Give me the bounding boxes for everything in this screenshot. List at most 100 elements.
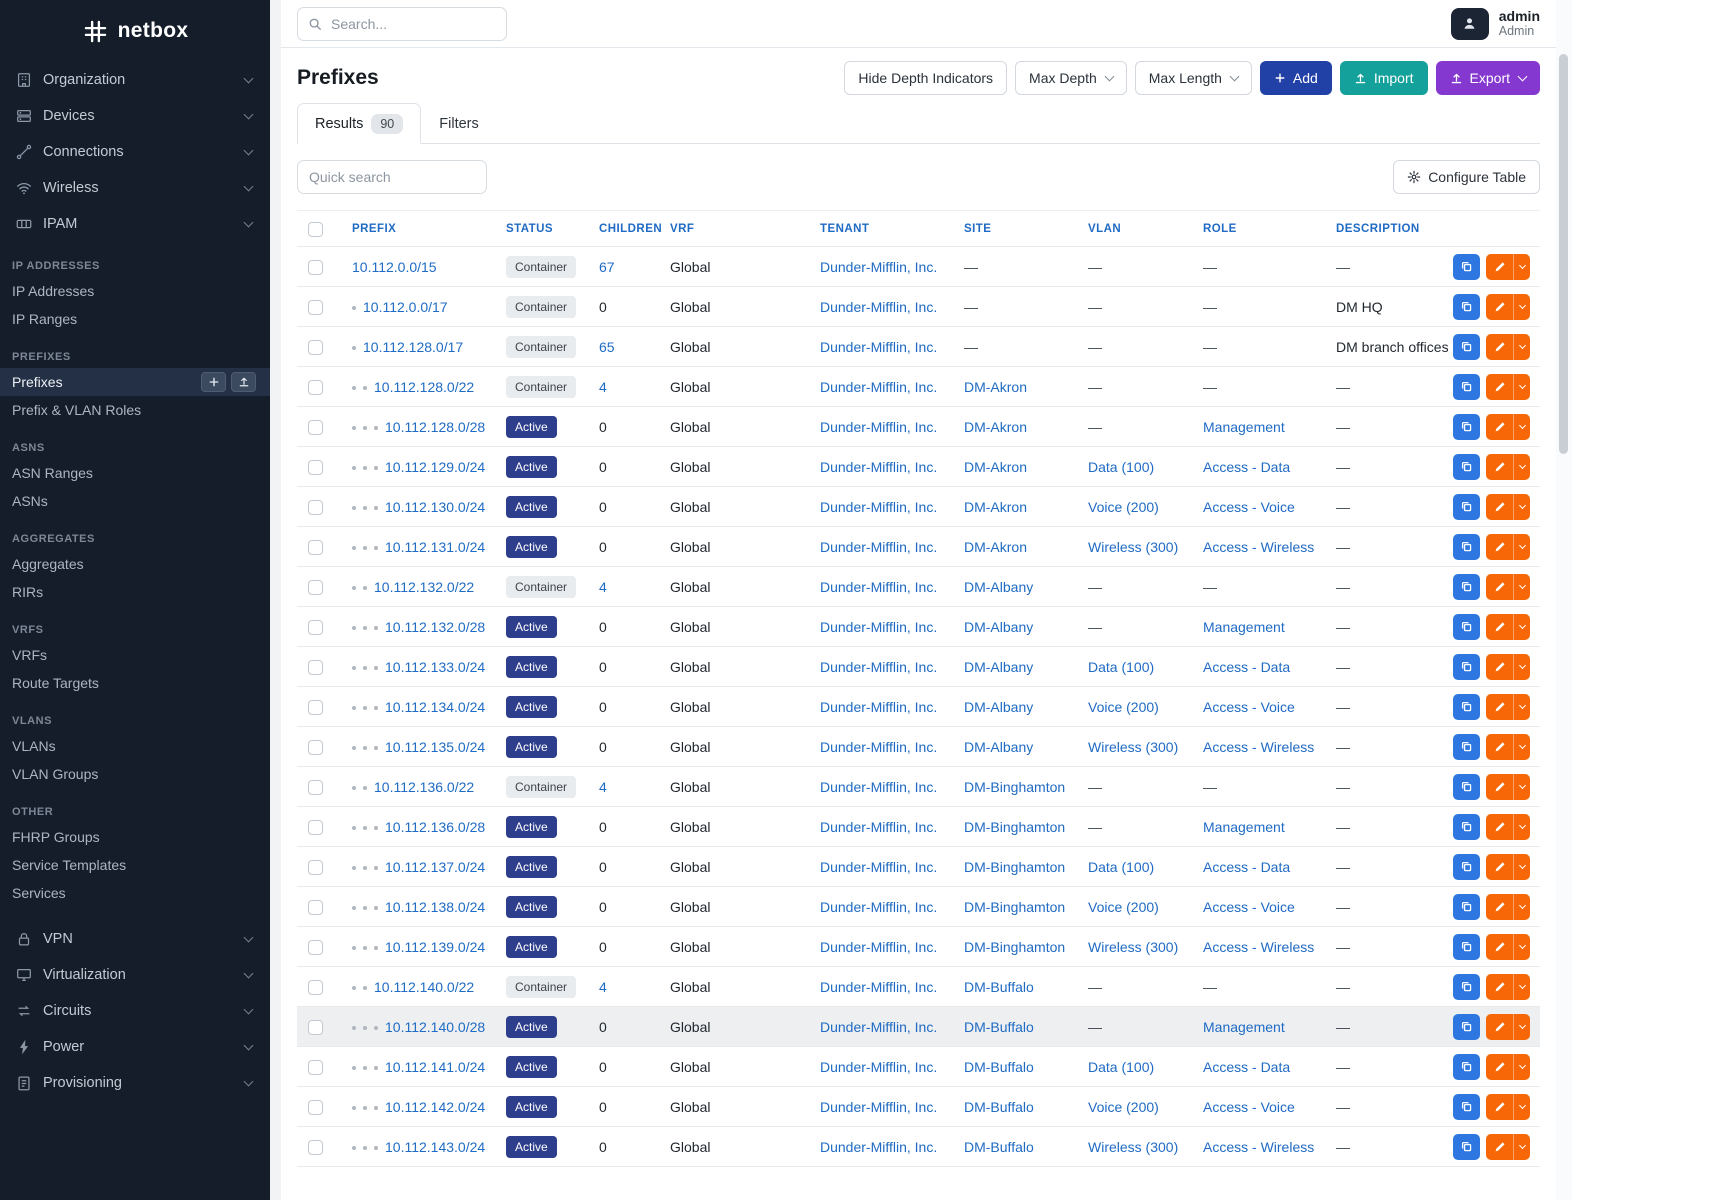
edit-button[interactable] xyxy=(1486,1093,1513,1120)
quick-search-input[interactable] xyxy=(297,160,487,194)
column-header-role[interactable]: ROLE xyxy=(1203,222,1237,235)
prefix-link[interactable]: 10.112.137.0/24 xyxy=(385,858,486,875)
tenant-link[interactable]: Dunder-Mifflin, Inc. xyxy=(820,698,938,715)
row-checkbox[interactable] xyxy=(308,859,323,875)
edit-dropdown-toggle[interactable] xyxy=(1513,973,1530,1000)
prefix-link[interactable]: 10.112.140.0/22 xyxy=(374,978,475,995)
site-link[interactable]: DM-Akron xyxy=(964,458,1028,475)
sidebar-item-aggregates[interactable]: Aggregates xyxy=(12,556,84,572)
copy-button[interactable] xyxy=(1453,973,1480,1000)
tenant-link[interactable]: Dunder-Mifflin, Inc. xyxy=(820,778,938,795)
prefix-link[interactable]: 10.112.132.0/28 xyxy=(385,618,486,635)
row-checkbox[interactable] xyxy=(308,459,323,475)
vlan-link[interactable]: Voice (200) xyxy=(1088,498,1159,515)
edit-button[interactable] xyxy=(1486,1013,1513,1040)
edit-button[interactable] xyxy=(1486,813,1513,840)
copy-button[interactable] xyxy=(1453,653,1480,680)
edit-button[interactable] xyxy=(1486,373,1513,400)
prefix-link[interactable]: 10.112.139.0/24 xyxy=(385,938,486,955)
children-count[interactable]: 67 xyxy=(599,258,615,275)
sidebar-item-prefixes[interactable]: Prefixes xyxy=(0,368,270,396)
tenant-link[interactable]: Dunder-Mifflin, Inc. xyxy=(820,658,938,675)
vlan-link[interactable]: Wireless (300) xyxy=(1088,1138,1179,1155)
site-link[interactable]: DM-Buffalo xyxy=(964,978,1034,995)
row-checkbox[interactable] xyxy=(308,259,323,275)
column-header-status[interactable]: STATUS xyxy=(506,222,554,235)
copy-button[interactable] xyxy=(1453,253,1480,280)
edit-button[interactable] xyxy=(1486,1053,1513,1080)
tenant-link[interactable]: Dunder-Mifflin, Inc. xyxy=(820,1058,938,1075)
children-count[interactable]: 4 xyxy=(599,578,607,595)
row-checkbox[interactable] xyxy=(308,979,323,995)
prefix-link[interactable]: 10.112.138.0/24 xyxy=(385,898,486,915)
sidebar-item-ipam[interactable]: IPAM xyxy=(0,206,270,242)
role-link[interactable]: Access - Wireless xyxy=(1203,738,1315,755)
prefix-link[interactable]: 10.112.140.0/28 xyxy=(385,1018,486,1035)
tenant-link[interactable]: Dunder-Mifflin, Inc. xyxy=(820,818,938,835)
prefix-link[interactable]: 10.112.141.0/24 xyxy=(385,1058,486,1075)
sidebar-item-asn-ranges[interactable]: ASN Ranges xyxy=(12,465,93,481)
children-count[interactable]: 4 xyxy=(599,778,607,795)
row-checkbox[interactable] xyxy=(308,339,323,355)
copy-button[interactable] xyxy=(1453,293,1480,320)
tenant-link[interactable]: Dunder-Mifflin, Inc. xyxy=(820,298,938,315)
site-link[interactable]: DM-Akron xyxy=(964,498,1028,515)
role-link[interactable]: Access - Data xyxy=(1203,1058,1291,1075)
copy-button[interactable] xyxy=(1453,333,1480,360)
row-checkbox[interactable] xyxy=(308,499,323,515)
edit-dropdown-toggle[interactable] xyxy=(1513,1053,1530,1080)
copy-button[interactable] xyxy=(1453,453,1480,480)
prefix-link[interactable]: 10.112.129.0/24 xyxy=(385,458,486,475)
sidebar-item-devices[interactable]: Devices xyxy=(0,98,270,134)
edit-dropdown-toggle[interactable] xyxy=(1513,373,1530,400)
sidebar-import-button[interactable] xyxy=(231,372,256,392)
role-link[interactable]: Management xyxy=(1203,618,1285,635)
site-link[interactable]: DM-Buffalo xyxy=(964,1098,1034,1115)
site-link[interactable]: DM-Albany xyxy=(964,698,1034,715)
max-depth-dropdown[interactable]: Max Depth xyxy=(1015,61,1127,95)
copy-button[interactable] xyxy=(1453,613,1480,640)
column-header-tenant[interactable]: TENANT xyxy=(820,222,870,235)
column-header-prefix[interactable]: PREFIX xyxy=(352,222,397,235)
copy-button[interactable] xyxy=(1453,533,1480,560)
site-link[interactable]: DM-Albany xyxy=(964,618,1034,635)
tenant-link[interactable]: Dunder-Mifflin, Inc. xyxy=(820,458,938,475)
copy-button[interactable] xyxy=(1453,1093,1480,1120)
row-checkbox[interactable] xyxy=(308,579,323,595)
tab-filters[interactable]: Filters xyxy=(439,115,479,132)
children-count[interactable]: 4 xyxy=(599,378,607,395)
sidebar-item-rirs[interactable]: RIRs xyxy=(12,584,44,600)
tenant-link[interactable]: Dunder-Mifflin, Inc. xyxy=(820,978,938,995)
prefix-link[interactable]: 10.112.136.0/22 xyxy=(374,778,475,795)
role-link[interactable]: Access - Wireless xyxy=(1203,538,1315,555)
edit-button[interactable] xyxy=(1486,893,1513,920)
row-checkbox[interactable] xyxy=(308,1099,323,1115)
sidebar-item-provisioning[interactable]: Provisioning xyxy=(0,1065,270,1101)
edit-button[interactable] xyxy=(1486,613,1513,640)
edit-dropdown-toggle[interactable] xyxy=(1513,693,1530,720)
site-link[interactable]: DM-Binghamton xyxy=(964,778,1066,795)
edit-dropdown-toggle[interactable] xyxy=(1513,413,1530,440)
row-checkbox[interactable] xyxy=(308,1019,323,1035)
row-checkbox[interactable] xyxy=(308,899,323,915)
edit-dropdown-toggle[interactable] xyxy=(1513,733,1530,760)
search-input[interactable] xyxy=(329,14,496,33)
copy-button[interactable] xyxy=(1453,693,1480,720)
row-checkbox[interactable] xyxy=(308,739,323,755)
edit-dropdown-toggle[interactable] xyxy=(1513,253,1530,280)
site-link[interactable]: DM-Binghamton xyxy=(964,818,1066,835)
prefix-link[interactable]: 10.112.128.0/17 xyxy=(363,338,464,355)
role-link[interactable]: Access - Wireless xyxy=(1203,1138,1315,1155)
row-checkbox[interactable] xyxy=(308,379,323,395)
prefix-link[interactable]: 10.112.133.0/24 xyxy=(385,658,486,675)
role-link[interactable]: Access - Wireless xyxy=(1203,938,1315,955)
edit-dropdown-toggle[interactable] xyxy=(1513,453,1530,480)
children-count[interactable]: 65 xyxy=(599,338,615,355)
edit-dropdown-toggle[interactable] xyxy=(1513,613,1530,640)
sidebar-item-services[interactable]: Services xyxy=(12,885,66,901)
netbox-logo[interactable]: netbox xyxy=(0,0,270,54)
tab-results[interactable]: Results 90 xyxy=(297,103,422,144)
edit-button[interactable] xyxy=(1486,653,1513,680)
copy-button[interactable] xyxy=(1453,1053,1480,1080)
hide-depth-indicators-button[interactable]: Hide Depth Indicators xyxy=(844,61,1008,95)
